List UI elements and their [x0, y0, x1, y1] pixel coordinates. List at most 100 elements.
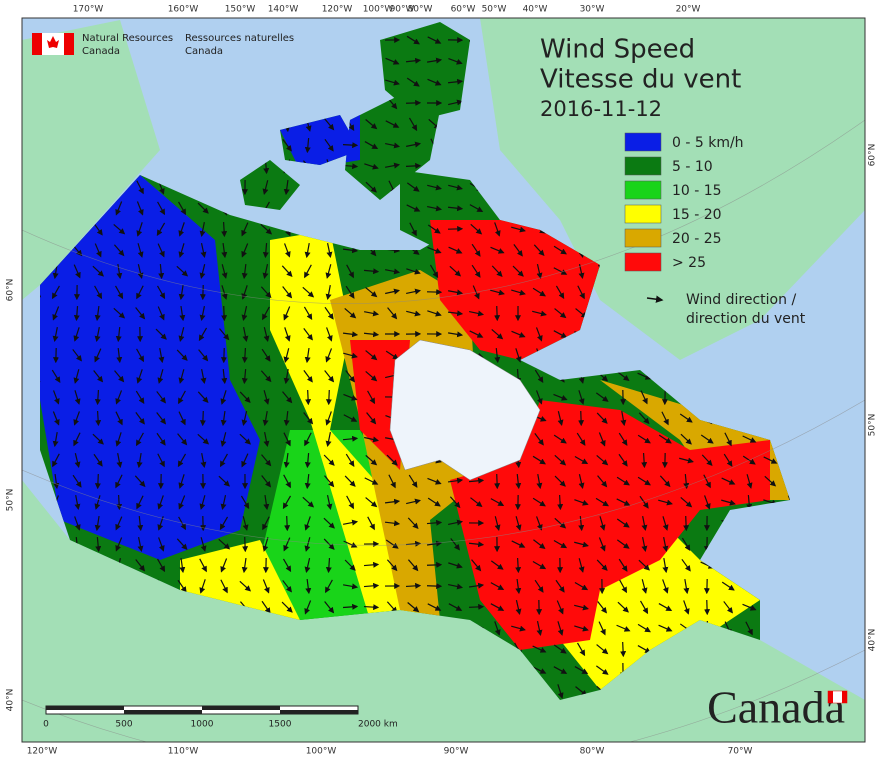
- wind-arrow: [261, 475, 272, 488]
- wind-arrow: [283, 306, 291, 321]
- wind-arrow: [218, 538, 231, 550]
- wind-arrow: [681, 537, 691, 552]
- wind-arrow: [326, 495, 333, 511]
- lon-label: 160°W: [168, 5, 199, 15]
- wind-arrow: [200, 243, 207, 259]
- wind-arrow: [241, 347, 248, 364]
- graticule: [22, 119, 865, 742]
- wind-arrow: [220, 432, 227, 447]
- wind-arrow: [72, 349, 82, 362]
- wind-arrow: [220, 495, 227, 511]
- wind-arrow: [94, 473, 101, 490]
- lon-label: 90°W: [444, 747, 469, 757]
- wind-arrow: [641, 579, 648, 594]
- wind-arrow: [703, 474, 711, 489]
- hudson-bay: [389, 339, 541, 481]
- wind-arrow: [468, 477, 485, 484]
- wind-arrow: [345, 285, 355, 299]
- wind-arrow: [116, 494, 123, 511]
- wind-arrow: [73, 432, 81, 447]
- legend-label: > 25: [672, 255, 706, 271]
- wind-arrow: [73, 327, 80, 342]
- wind-arrow: [515, 473, 522, 490]
- wind-arrow: [200, 369, 207, 385]
- wind-arrow: [745, 621, 753, 636]
- lat-label: 50°N: [6, 489, 16, 512]
- wind-arrow: [426, 57, 443, 64]
- wind-arrow: [447, 205, 464, 212]
- wind-arrow: [342, 435, 359, 442]
- wind-arrow: [680, 496, 693, 508]
- wind-arrow: [597, 601, 608, 614]
- wind-arrow: [176, 265, 189, 277]
- wind-arrow: [618, 453, 628, 467]
- wind-arrow: [156, 412, 167, 425]
- wind-arrow: [284, 515, 291, 532]
- wind-arrow: [325, 348, 333, 363]
- wind-arrow: [364, 163, 379, 170]
- wind-arrow: [365, 370, 378, 382]
- wind-arrow: [261, 454, 272, 467]
- wind-arrow: [448, 246, 463, 254]
- wind-arrow: [470, 497, 483, 508]
- wind-arrow: [179, 557, 186, 574]
- wind-arrow: [363, 561, 380, 568]
- wind-arrow: [638, 559, 650, 571]
- wind-arrow: [52, 306, 60, 321]
- wind-arrow: [157, 558, 166, 573]
- wind-arrow: [616, 539, 630, 549]
- wind-arrow: [365, 119, 378, 130]
- wind-arrow: [239, 391, 251, 403]
- wind-arrow: [407, 559, 419, 572]
- wind-arrow: [617, 371, 630, 381]
- wind-arrow: [157, 201, 166, 216]
- canada-wordmark: Canada: [707, 682, 845, 733]
- wind-arrow: [137, 264, 144, 279]
- wind-arrow: [242, 516, 249, 531]
- wind-arrow: [53, 473, 60, 490]
- wind-arrow: [177, 433, 188, 446]
- wind-arrow: [534, 369, 544, 383]
- wind-arrow: [427, 477, 442, 485]
- wind-arrow: [51, 369, 61, 383]
- lon-label: 150°W: [225, 5, 256, 15]
- legend-swatch: [624, 228, 662, 248]
- wind-arrow: [385, 162, 401, 169]
- wind-arrow: [367, 390, 376, 405]
- wind-arrow: [157, 495, 164, 510]
- wind-arrow: [536, 621, 543, 637]
- wind-arrow: [448, 289, 464, 296]
- wind-arrow: [218, 475, 230, 487]
- wind-arrow: [262, 180, 269, 195]
- legend-label: 0 - 5 km/h: [672, 135, 744, 151]
- parallel-40: [22, 649, 865, 742]
- wind-arrow: [136, 222, 143, 237]
- wind-arrow: [365, 350, 378, 361]
- wind-arrow: [200, 453, 207, 469]
- wind-arrow: [557, 411, 564, 426]
- wind-arrow: [324, 601, 335, 614]
- wind-arrow: [136, 495, 144, 510]
- wind-arrow: [94, 348, 102, 363]
- scale-bar: 0 500 1000 1500 2000 km: [43, 705, 398, 730]
- wind-arrow: [742, 435, 757, 443]
- wind-arrow: [578, 390, 585, 405]
- wind-arrow: [325, 432, 332, 448]
- wind-arrow: [596, 559, 608, 571]
- wind-arrow: [599, 516, 606, 531]
- wind-arrow: [74, 495, 81, 511]
- wind-arrow: [405, 99, 422, 106]
- wind-arrow: [363, 331, 380, 338]
- wind-arrow: [137, 515, 144, 532]
- wind-arrow: [240, 495, 250, 510]
- wind-arrow: [405, 57, 422, 64]
- flag-left: [32, 33, 42, 55]
- wind-arrow: [260, 286, 272, 299]
- wind-arrow: [177, 453, 187, 468]
- wind-arrow: [365, 497, 378, 508]
- wind-arrow: [304, 452, 311, 469]
- wind-arrow: [302, 496, 315, 508]
- wind-arrow: [116, 453, 123, 469]
- wind-arrow: [511, 330, 526, 338]
- wind-arrow: [721, 477, 736, 485]
